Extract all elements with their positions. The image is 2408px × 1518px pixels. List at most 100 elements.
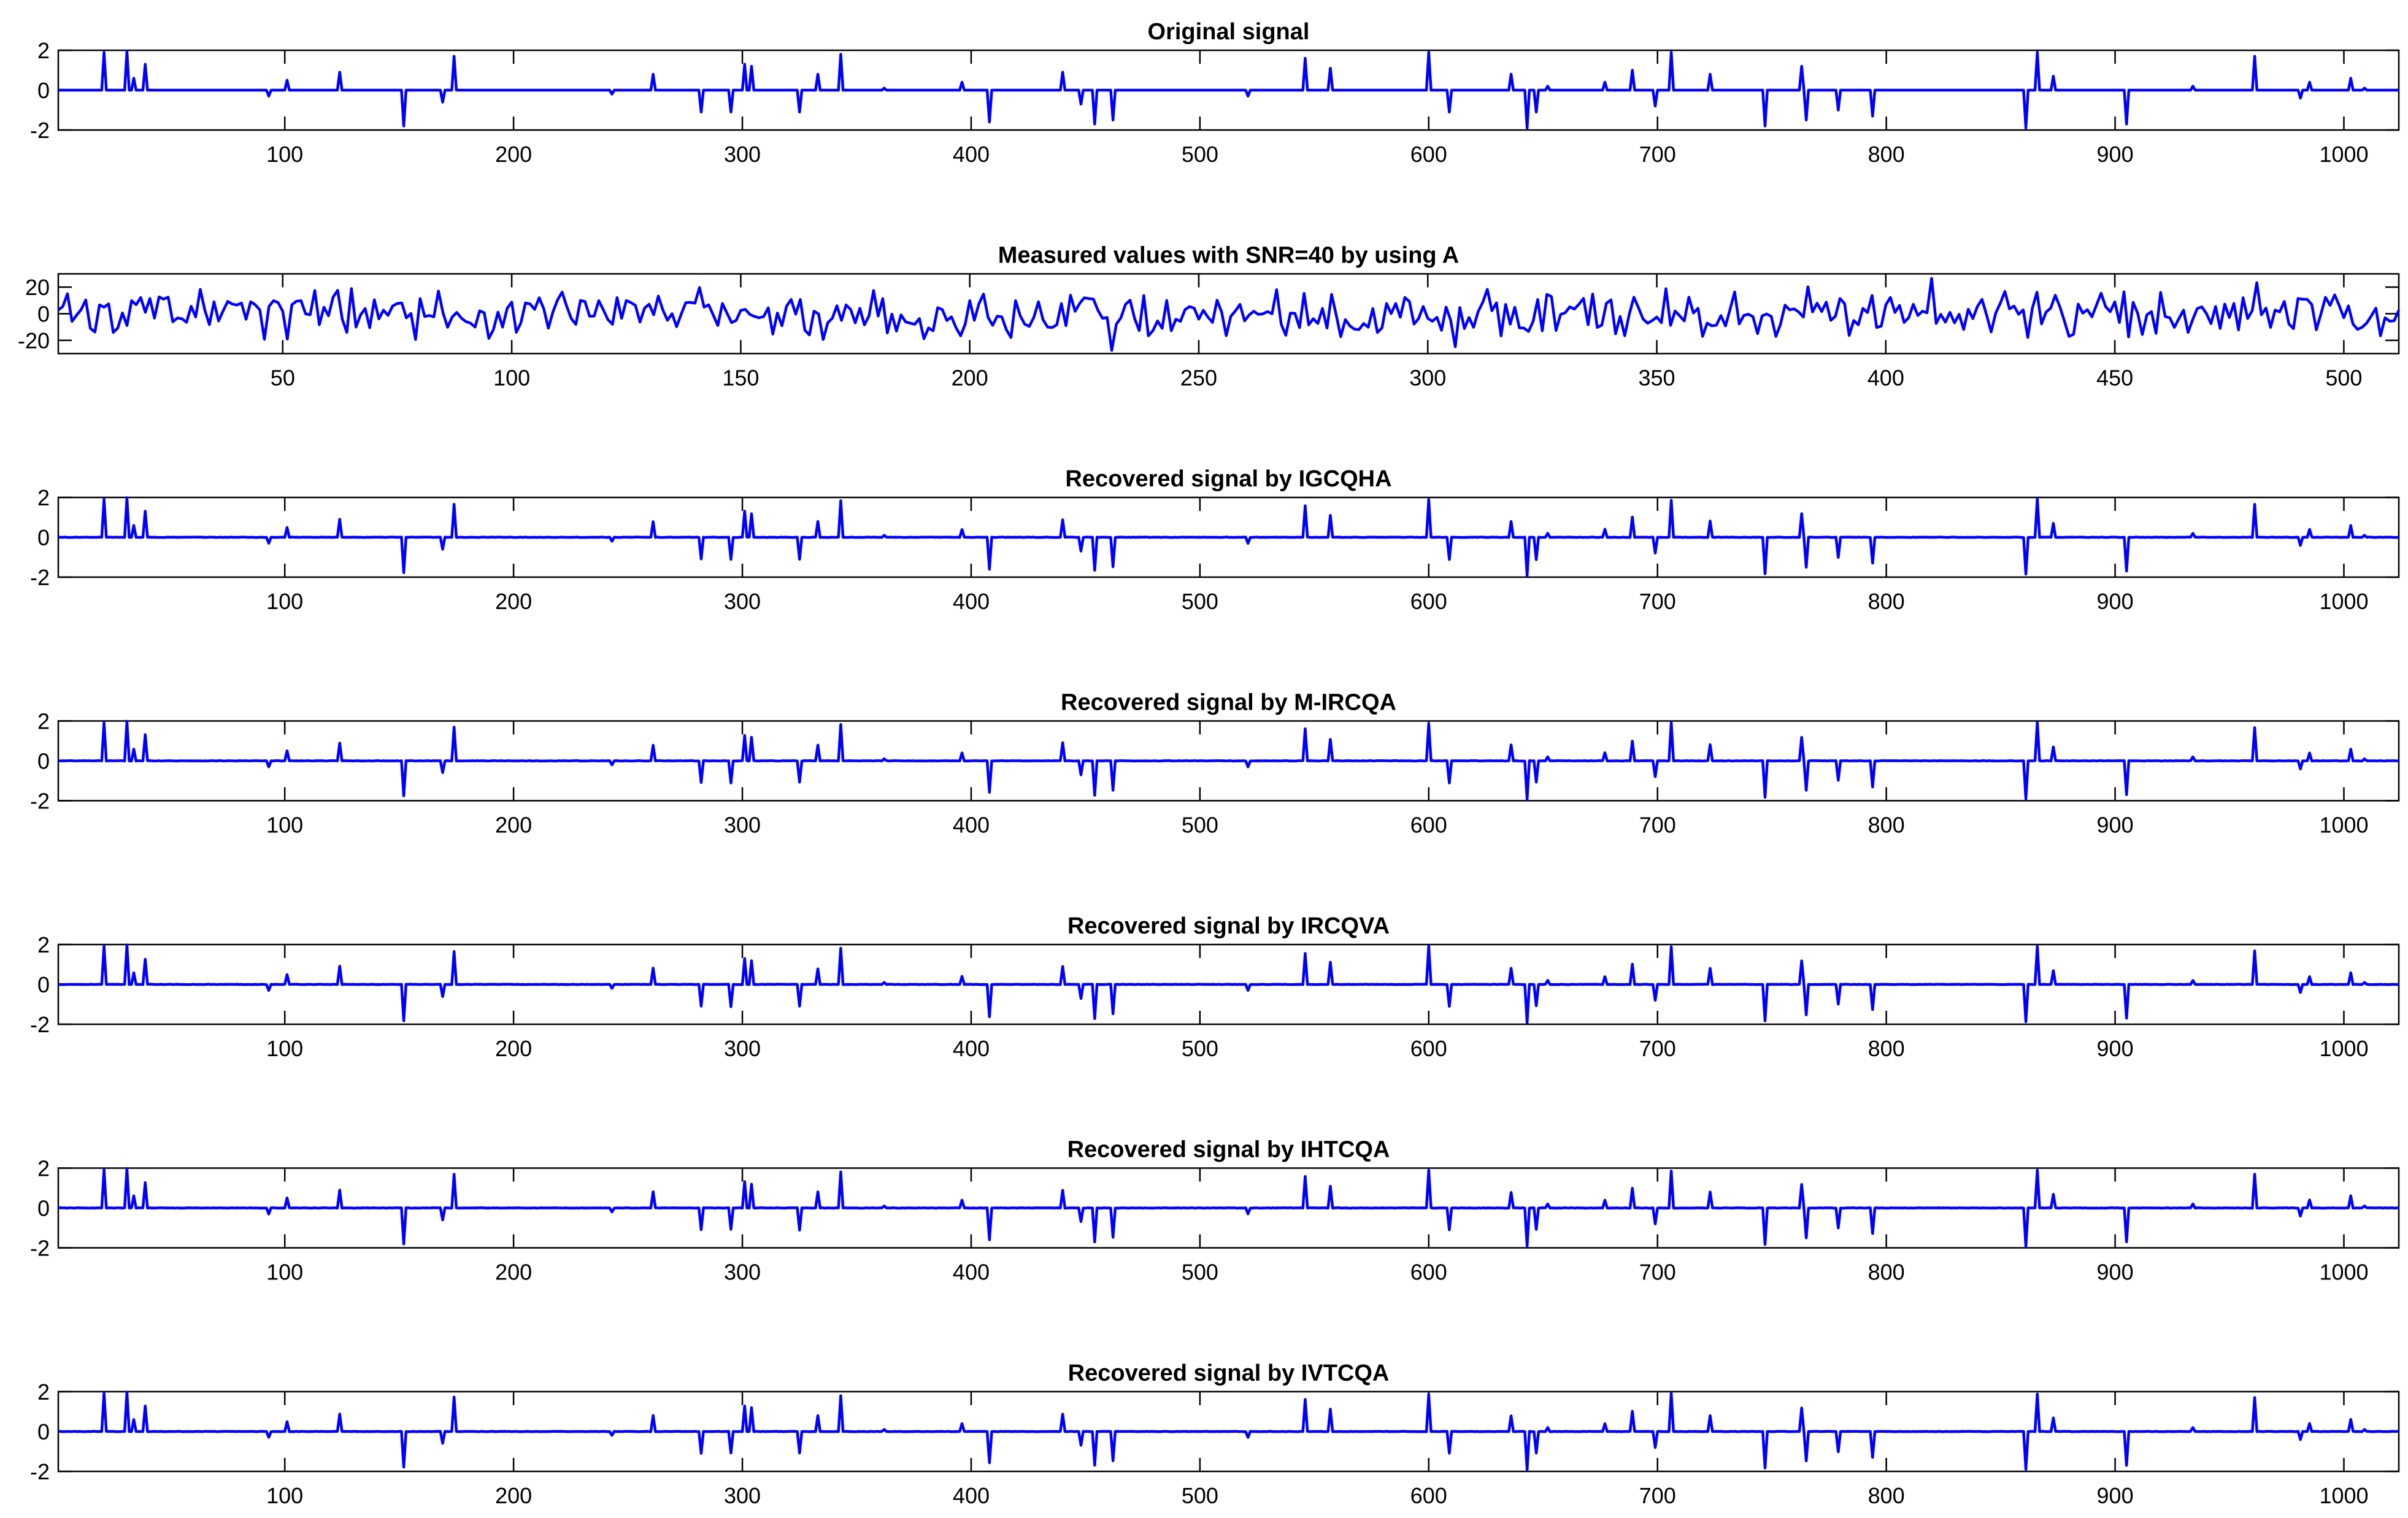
y-tick-label: 0 [37, 78, 50, 103]
subplot-title: Measured values with SNR=40 by using A [998, 243, 1459, 269]
y-tick-label: 0 [37, 525, 50, 550]
subplot-title: Recovered signal by IVTCQA [1068, 1360, 1390, 1386]
x-tick-label: 500 [1182, 813, 1218, 838]
x-tick-label: 900 [2097, 813, 2134, 838]
subplot-title: Recovered signal by IGCQHA [1065, 466, 1391, 492]
x-tick-label: 400 [1868, 366, 1904, 391]
x-tick-label: 800 [1868, 1260, 1905, 1285]
x-tick-label: 700 [1639, 813, 1676, 838]
x-tick-label: 400 [953, 1483, 990, 1508]
x-tick-label: 900 [2097, 1260, 2134, 1285]
series-line [58, 943, 2399, 1024]
subplot-7: Recovered signal by IVTCQA 100 200 300 400 50… [30, 1360, 2400, 1508]
x-tick-label: 500 [1182, 1260, 1218, 1285]
subplot-2: Measured values with SNR=40 by using A 50… [18, 243, 2401, 391]
y-tick-label: 20 [25, 275, 50, 300]
y-tick-label: -20 [18, 328, 50, 353]
x-tick-label: 900 [2097, 142, 2134, 167]
x-tick-label: 300 [724, 1483, 761, 1508]
y-tick-label: -2 [30, 1236, 50, 1261]
x-tick-label: 400 [953, 1260, 990, 1285]
x-tick-label: 400 [953, 142, 990, 167]
x-tick-label: 900 [2097, 1483, 2134, 1508]
y-tick-label: 0 [37, 302, 50, 327]
y-tick-label: 0 [37, 1419, 50, 1444]
x-tick-label: 500 [1182, 1483, 1218, 1508]
x-tick-label: 450 [2096, 366, 2133, 391]
series-line [58, 50, 2399, 129]
x-tick-label: 500 [1182, 589, 1218, 614]
x-tick-label: 800 [1868, 813, 1905, 838]
x-tick-label: 250 [1180, 366, 1217, 391]
subplot-title: Original signal [1148, 19, 1310, 45]
x-tick-label: 300 [1409, 366, 1446, 391]
y-tick-label: -2 [30, 789, 50, 814]
subplot-6: Recovered signal by IHTCQA 100 200 300 400 50… [30, 1137, 2400, 1285]
x-tick-label: 700 [1639, 1036, 1676, 1061]
subplot-title: Recovered signal by IHTCQA [1067, 1137, 1390, 1163]
x-tick-label: 1000 [2319, 813, 2368, 838]
y-tick-label: -2 [30, 118, 50, 143]
x-tick-label: 100 [266, 589, 303, 614]
x-tick-label: 350 [1639, 366, 1675, 391]
x-tick-label: 600 [1410, 142, 1447, 167]
x-tick-label: 400 [953, 1036, 990, 1061]
y-tick-label: -2 [30, 1459, 50, 1484]
x-tick-label: 600 [1410, 813, 1447, 838]
axes-box [57, 273, 2400, 355]
series-line [57, 277, 2401, 352]
x-tick-label: 600 [1410, 1036, 1447, 1061]
x-tick-label: 300 [724, 1036, 761, 1061]
y-tick-label: 2 [37, 1156, 50, 1181]
y-tick-label: -2 [30, 565, 50, 590]
x-tick-label: 500 [1182, 142, 1218, 167]
y-tick-label: 2 [37, 38, 50, 63]
x-tick-label: 300 [724, 589, 761, 614]
series-line [58, 1390, 2399, 1471]
x-tick-label: 100 [266, 142, 303, 167]
x-tick-label: 700 [1639, 142, 1676, 167]
x-tick-label: 100 [266, 813, 303, 838]
x-tick-label: 900 [2097, 589, 2134, 614]
y-tick-label: 0 [37, 972, 50, 997]
x-tick-label: 200 [495, 1260, 532, 1285]
x-tick-label: 900 [2097, 1036, 2134, 1061]
x-tick-label: 150 [722, 366, 759, 391]
subplot-3: Recovered signal by IGCQHA 100 200 300 400 50… [30, 466, 2400, 614]
series-line [58, 1167, 2399, 1248]
x-tick-label: 300 [724, 813, 761, 838]
x-tick-label: 200 [495, 1036, 532, 1061]
x-tick-label: 1000 [2319, 1260, 2368, 1285]
y-tick-label: 2 [37, 485, 50, 510]
x-tick-label: 200 [495, 142, 532, 167]
x-tick-label: 100 [266, 1036, 303, 1061]
subplot-4: Recovered signal by M-IRCQA 100 200 300 400 5… [30, 690, 2400, 838]
x-tick-label: 800 [1868, 142, 1905, 167]
x-tick-label: 600 [1410, 1483, 1447, 1508]
x-tick-label: 100 [493, 366, 530, 391]
x-tick-label: 700 [1639, 589, 1676, 614]
x-tick-label: 800 [1868, 1036, 1905, 1061]
x-tick-label: 1000 [2319, 589, 2368, 614]
x-tick-label: 500 [2325, 366, 2362, 391]
x-tick-label: 200 [495, 1483, 532, 1508]
x-tick-label: 700 [1639, 1260, 1676, 1285]
subplot-1: Original signal 100 200 300 400 500 600 700 800 9… [30, 19, 2400, 167]
subplot-title: Recovered signal by IRCQVA [1067, 913, 1390, 939]
series-line [58, 496, 2399, 578]
x-tick-label: 1000 [2319, 142, 2368, 167]
x-tick-label: 800 [1868, 1483, 1905, 1508]
x-tick-label: 800 [1868, 589, 1905, 614]
y-tick-label: 0 [37, 1196, 50, 1221]
subplot-5: Recovered signal by IRCQVA 100 200 300 400 50… [30, 913, 2400, 1061]
x-tick-label: 300 [724, 142, 761, 167]
x-tick-label: 300 [724, 1260, 761, 1285]
x-tick-label: 400 [953, 813, 990, 838]
x-tick-label: 700 [1639, 1483, 1676, 1508]
y-tick-label: -2 [30, 1012, 50, 1037]
x-tick-label: 1000 [2319, 1483, 2368, 1508]
x-tick-label: 600 [1410, 589, 1447, 614]
x-tick-label: 400 [953, 589, 990, 614]
x-tick-label: 100 [266, 1260, 303, 1285]
